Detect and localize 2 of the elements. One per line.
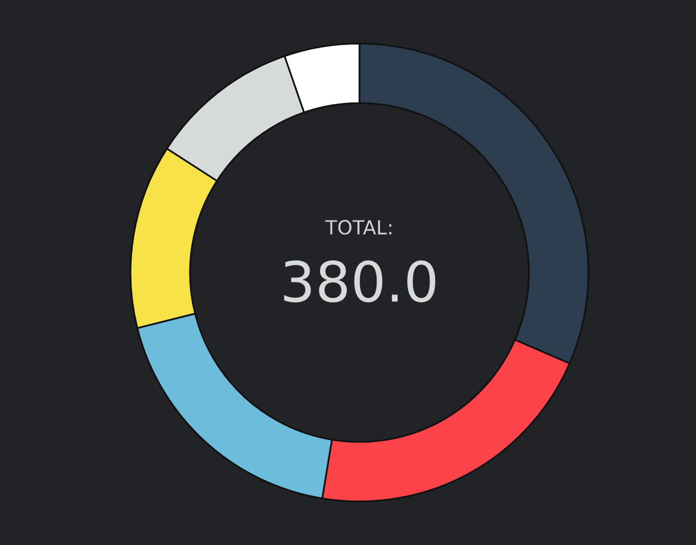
text: TOTAL: — [325, 220, 392, 235]
text: 380.0 — [284, 260, 436, 302]
